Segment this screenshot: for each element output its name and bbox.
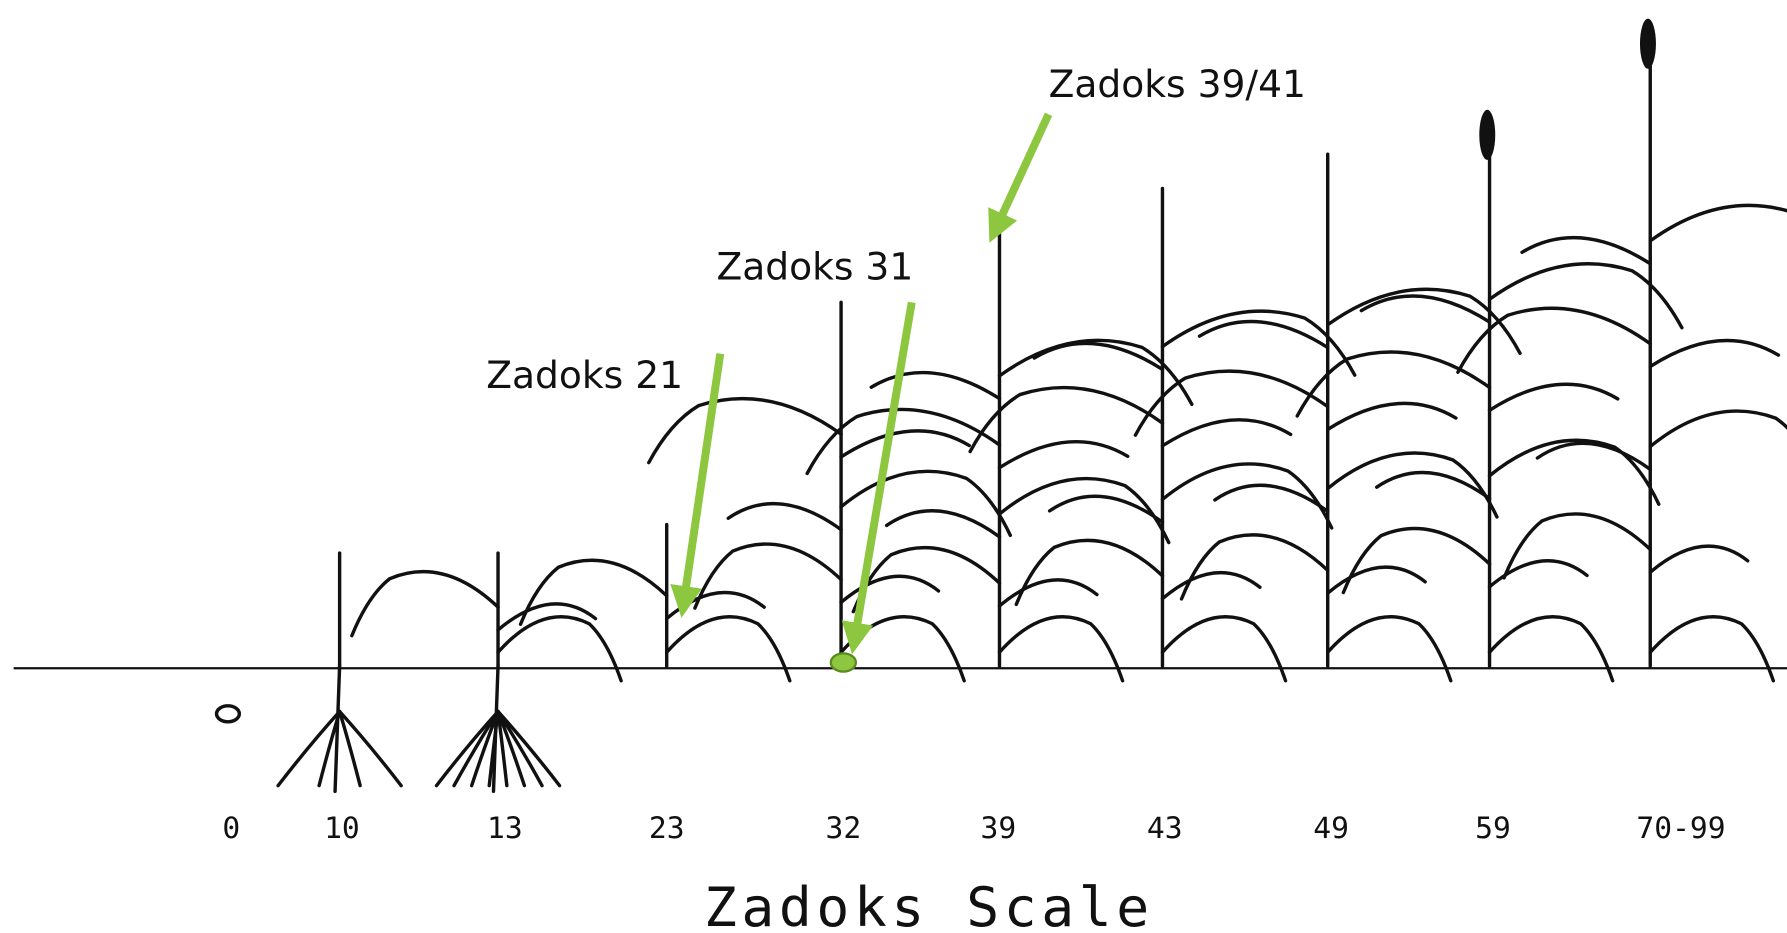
root <box>333 664 342 794</box>
leaf <box>1133 369 1330 437</box>
leaf <box>997 439 1130 470</box>
leaf <box>1341 526 1492 595</box>
stage-label: 0 <box>222 810 240 845</box>
leaf <box>997 578 1099 608</box>
leaf <box>1535 441 1652 472</box>
leaf <box>1487 438 1661 506</box>
leaf <box>350 569 500 638</box>
leaf <box>1502 512 1652 580</box>
root <box>337 709 403 788</box>
leaf <box>1160 570 1262 601</box>
diagram-title: Zadoks Scale <box>704 875 1154 933</box>
leaf <box>1160 418 1293 448</box>
stage-label: 49 <box>1313 810 1349 845</box>
arrow <box>841 301 916 655</box>
leaf <box>1160 615 1288 683</box>
leaf <box>647 396 843 465</box>
arrow <box>988 112 1053 243</box>
leaf <box>1326 451 1499 519</box>
leaf <box>1032 341 1165 372</box>
leaf <box>1648 203 1787 243</box>
arrow <box>670 353 725 618</box>
leaf <box>805 407 1002 476</box>
plants <box>214 18 1787 794</box>
leaf <box>1375 470 1492 501</box>
leaf <box>693 542 843 610</box>
stage-label: 23 <box>649 810 685 845</box>
leaf <box>1648 409 1787 449</box>
root <box>276 709 342 788</box>
leaf <box>1487 382 1620 413</box>
leaf <box>1326 565 1427 595</box>
leaf <box>1326 401 1458 432</box>
leaf <box>997 338 1194 407</box>
leaf <box>1648 544 1750 574</box>
leaf <box>839 429 971 459</box>
leaf <box>1326 287 1522 355</box>
leaf <box>1648 615 1776 683</box>
leaf <box>1213 483 1330 514</box>
leaf <box>1359 294 1492 324</box>
stage-label: 43 <box>1147 810 1183 845</box>
leaf <box>1047 494 1165 524</box>
root <box>491 664 500 794</box>
annotation: Zadoks 39/41 <box>1049 62 1306 106</box>
growth-point <box>829 652 858 673</box>
leaf <box>726 501 843 532</box>
stage-label: 32 <box>826 810 862 845</box>
leaf <box>1520 235 1652 266</box>
head <box>1479 109 1496 160</box>
leaf <box>869 370 1002 401</box>
leaf <box>839 574 941 605</box>
leaf <box>518 558 669 626</box>
leaf <box>1326 615 1453 683</box>
leaf <box>1648 338 1781 369</box>
leaf <box>1456 306 1652 374</box>
stage-label: 10 <box>324 810 360 845</box>
leaf <box>839 469 1013 538</box>
leaf <box>1014 538 1165 607</box>
root <box>337 709 362 788</box>
leaf <box>664 615 792 683</box>
stage-label: 70-99 <box>1636 810 1725 845</box>
leaf <box>496 615 623 683</box>
leaf <box>496 602 598 632</box>
leaf <box>997 615 1125 683</box>
leaf <box>1179 533 1330 601</box>
leaf <box>1197 319 1330 350</box>
annotation: Zadoks 31 <box>716 245 913 289</box>
stage-labels: 0 10 13 23 32 39 43 49 59 70-99 <box>222 810 1725 845</box>
leaf <box>1487 615 1615 683</box>
leaf <box>884 509 1002 539</box>
leaf <box>968 385 1165 454</box>
seed <box>214 704 242 724</box>
leaf <box>1487 262 1684 330</box>
leaf <box>1295 350 1492 418</box>
stage-label: 39 <box>981 810 1017 845</box>
annotation: Zadoks 21 <box>486 353 683 397</box>
leaf <box>1487 559 1589 589</box>
stage-label: 13 <box>487 810 523 845</box>
leaf <box>1160 309 1357 377</box>
head <box>1639 18 1656 69</box>
root <box>496 709 562 788</box>
stage-label: 59 <box>1475 810 1511 845</box>
